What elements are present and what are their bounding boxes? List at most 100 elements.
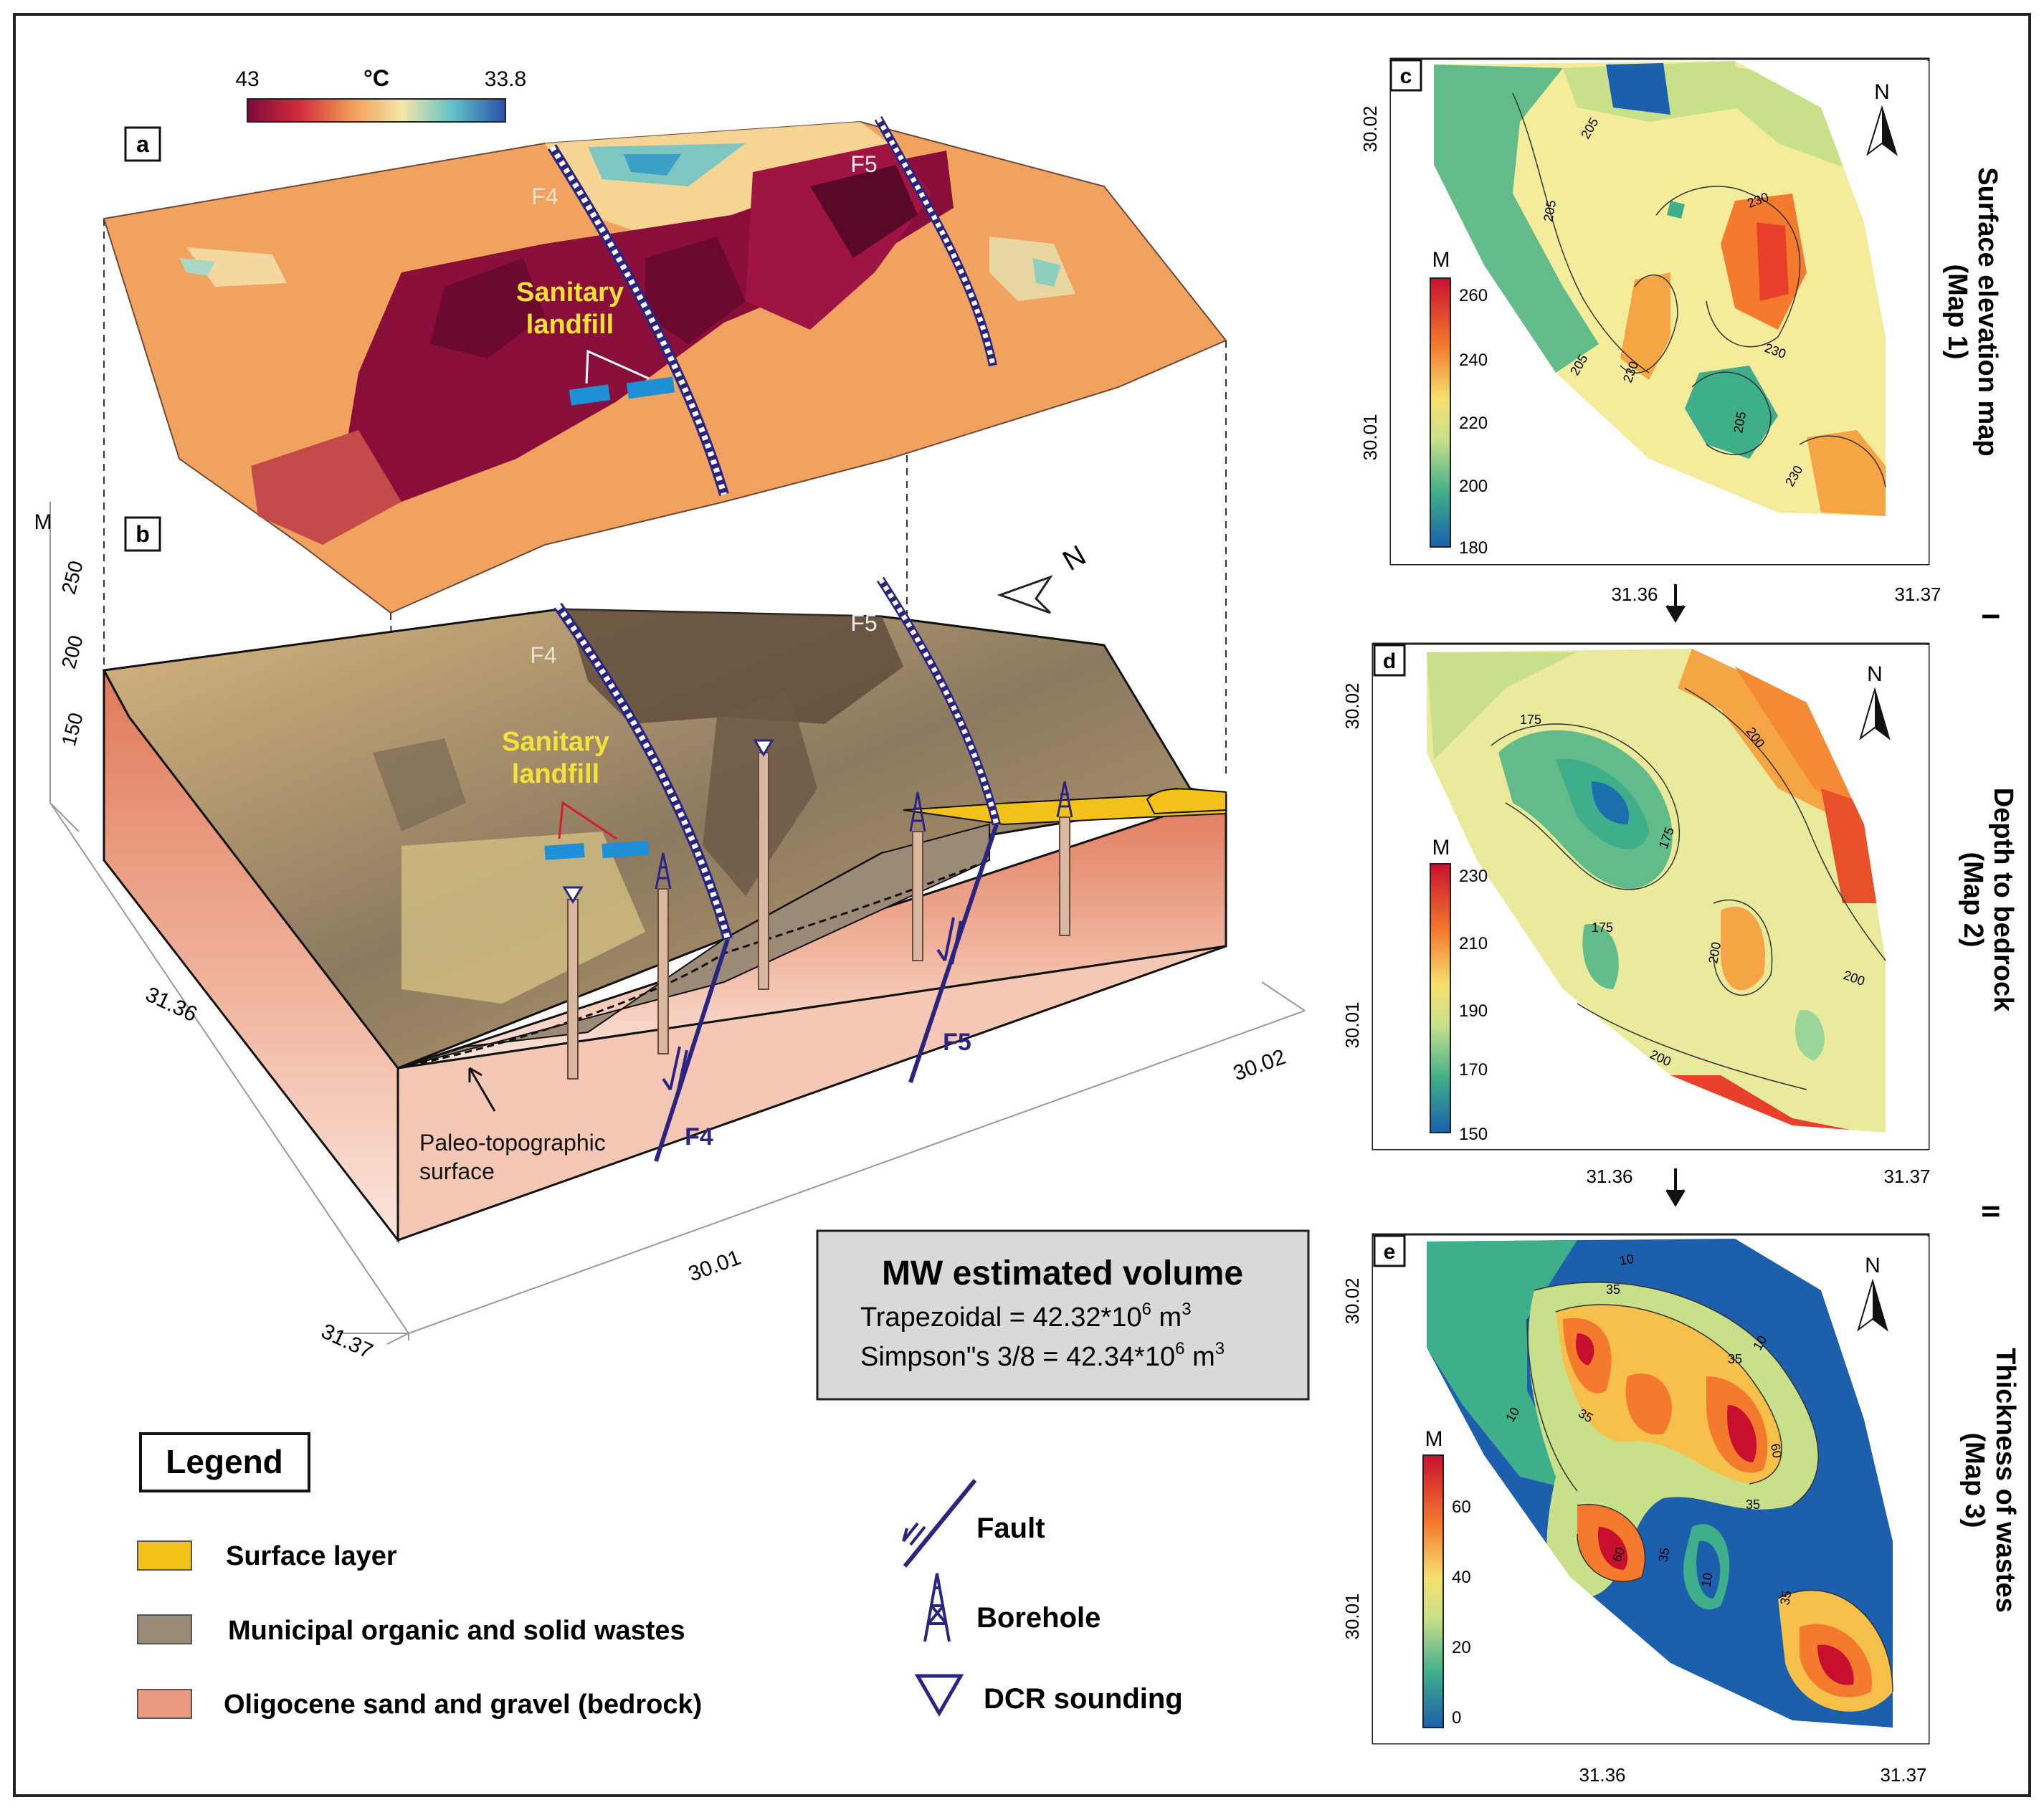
map-e-xtick-3137: 31.37 — [1880, 1764, 1926, 1786]
z-tick-200: 200 — [57, 633, 87, 671]
landfill-label-b1: Sanitary — [502, 727, 609, 757]
map-e-colorbar — [1422, 1454, 1444, 1728]
map-d-title-1: Depth to bedrock — [1988, 788, 2018, 1012]
svg-text:b: b — [136, 521, 150, 547]
paleo-arrow — [468, 1067, 496, 1112]
volume-box: MW estimated volume Trapezoidal = 42.32*… — [816, 1229, 1310, 1401]
landfill-cell-a1 — [569, 384, 611, 406]
map-e-north-arrow: N — [1857, 1254, 1888, 1332]
map-d-ytick-3002: 30.02 — [1341, 682, 1363, 729]
map-c-title-1: Surface elevation map — [1972, 167, 2002, 456]
figure-border — [13, 13, 2031, 1797]
lon-tick-3136: 31.36 — [142, 983, 201, 1027]
fault-line-f4 — [654, 938, 730, 1162]
borehole-1 — [655, 852, 672, 1054]
legend-label-fault: Fault — [976, 1513, 1045, 1544]
colorbar-max-label: 33.8 — [485, 67, 526, 91]
paleo-label-2: surface — [419, 1158, 495, 1184]
map-e-contour-1: 35 — [1606, 1282, 1620, 1297]
map-d: 175 175 200 175 200 200 200 M 230 210 19… — [1341, 642, 2018, 1207]
svg-text:N: N — [1867, 662, 1883, 686]
map-e-xtick-3136: 31.36 — [1579, 1764, 1625, 1786]
dcr-sounding-1 — [562, 886, 584, 1080]
lon-tick-3137: 31.37 — [318, 1320, 376, 1364]
z-axis-unit: M — [34, 510, 52, 534]
map-e-scale-60: 60 — [1452, 1497, 1471, 1517]
lat-tick-3002: 30.02 — [1230, 1045, 1289, 1086]
map-e-unit: M — [1425, 1427, 1443, 1451]
map-e-contour-10: 10 — [1698, 1571, 1715, 1588]
map-e-contour-12: 35 — [1777, 1589, 1794, 1606]
map-e: 35 10 35 10 35 60 35 60 35 10 10 35 M 60… — [1341, 1233, 2020, 1786]
map-e-panel-label: e — [1373, 1234, 1406, 1267]
map-c-north-arrow: N — [1866, 80, 1898, 156]
volume-trapezoidal: Trapezoidal = 42.32*106 m3 — [860, 1300, 1192, 1333]
legend-label-waste: Municipal organic and solid wastes — [228, 1616, 685, 1646]
legend-title: Legend — [166, 1443, 283, 1480]
roman-numeral-ii: II — [1977, 1205, 2004, 1219]
block-north-arrow: N — [997, 539, 1091, 614]
fault-slip-arrow-f4 — [662, 1046, 688, 1094]
map-c-colorbar — [1430, 277, 1451, 548]
map-d-scale-170: 170 — [1459, 1060, 1488, 1080]
map-d-unit: M — [1432, 836, 1450, 859]
map-c-scale-220: 220 — [1459, 414, 1488, 433]
lat-tick-3001: 30.01 — [685, 1246, 744, 1287]
map-e-title-1: Thickness of wastes — [1990, 1348, 2020, 1613]
temperature-surface: Sanitary landfill F4 F5 — [103, 116, 1227, 614]
map-c-scale-260: 260 — [1459, 286, 1488, 305]
fault-label-f5: F5 — [943, 1029, 971, 1056]
fault-symbol — [902, 1479, 977, 1568]
landfill-label-b2: landfill — [512, 759, 599, 789]
legend-swatch-surface — [137, 1540, 192, 1571]
map-c-unit: M — [1432, 248, 1450, 272]
map-c-panel-label: c — [1389, 59, 1422, 92]
map-d-scale-190: 190 — [1459, 1001, 1488, 1021]
map-d-ytick-3001: 30.01 — [1341, 1001, 1363, 1048]
landfill-label-a2: landfill — [526, 310, 614, 340]
map-c-scale-240: 240 — [1459, 351, 1488, 370]
landfill-cell-b2 — [602, 840, 650, 859]
landfill-cell-b1 — [544, 843, 585, 860]
map-e-title-2: (Map 3) — [1959, 1433, 1990, 1528]
fault-label-f4-top: F4 — [531, 184, 558, 209]
map-e-scale-40: 40 — [1452, 1568, 1471, 1587]
map-e-contour-9: 35 — [1655, 1546, 1672, 1563]
map-c-ytick-3001: 30.01 — [1359, 414, 1381, 460]
legend-swatch-waste — [137, 1614, 192, 1644]
svg-text:d: d — [1383, 649, 1396, 673]
block-diagram: 43 °C 33.8 a b M 250 200 150 — [34, 65, 1306, 1363]
map-e-contours — [1526, 1282, 1893, 1692]
fault-slip-arrow-f5 — [936, 917, 962, 965]
map-d-panel-label: d — [1373, 644, 1406, 677]
map-c-scale-180: 180 — [1459, 538, 1488, 558]
map-e-contour-3: 35 — [1728, 1352, 1742, 1366]
map-c-scale-200: 200 — [1459, 477, 1488, 496]
map-d-scale-150: 150 — [1459, 1125, 1488, 1144]
map-e-scale-0: 0 — [1452, 1708, 1461, 1728]
colorbar-min-label: 43 — [235, 67, 259, 91]
landfill-label-a1: Sanitary — [516, 277, 624, 308]
borehole-2 — [909, 791, 926, 961]
arrow-d-to-e — [1665, 1168, 1686, 1207]
temperature-colorbar — [247, 98, 506, 123]
panel-label-b: b — [124, 516, 161, 552]
map-d-contour-1: 175 — [1520, 713, 1541, 727]
map-d-xtick-3136: 31.36 — [1586, 1166, 1632, 1187]
map-c-xtick-3136: 31.36 — [1611, 584, 1658, 605]
fault-label-f4-block: F4 — [530, 642, 556, 668]
map-e-contour-2: 10 — [1618, 1252, 1635, 1268]
borehole-symbol — [923, 1573, 951, 1642]
geology-block: Sanitary landfill — [102, 576, 1227, 1244]
dcr-symbol — [914, 1674, 964, 1718]
roman-numeral-i: I — [1977, 613, 2004, 619]
svg-text:c: c — [1400, 65, 1412, 88]
map-d-scale-210: 210 — [1459, 934, 1488, 953]
map-d-xtick-3137: 31.37 — [1883, 1166, 1930, 1187]
svg-text:N: N — [1865, 1254, 1881, 1277]
map-c-title-2: (Map 1) — [1942, 265, 1972, 360]
map-d-scale-230: 230 — [1459, 867, 1488, 886]
axis-frame — [49, 502, 1306, 1345]
map-d-colorbar — [1430, 863, 1451, 1133]
